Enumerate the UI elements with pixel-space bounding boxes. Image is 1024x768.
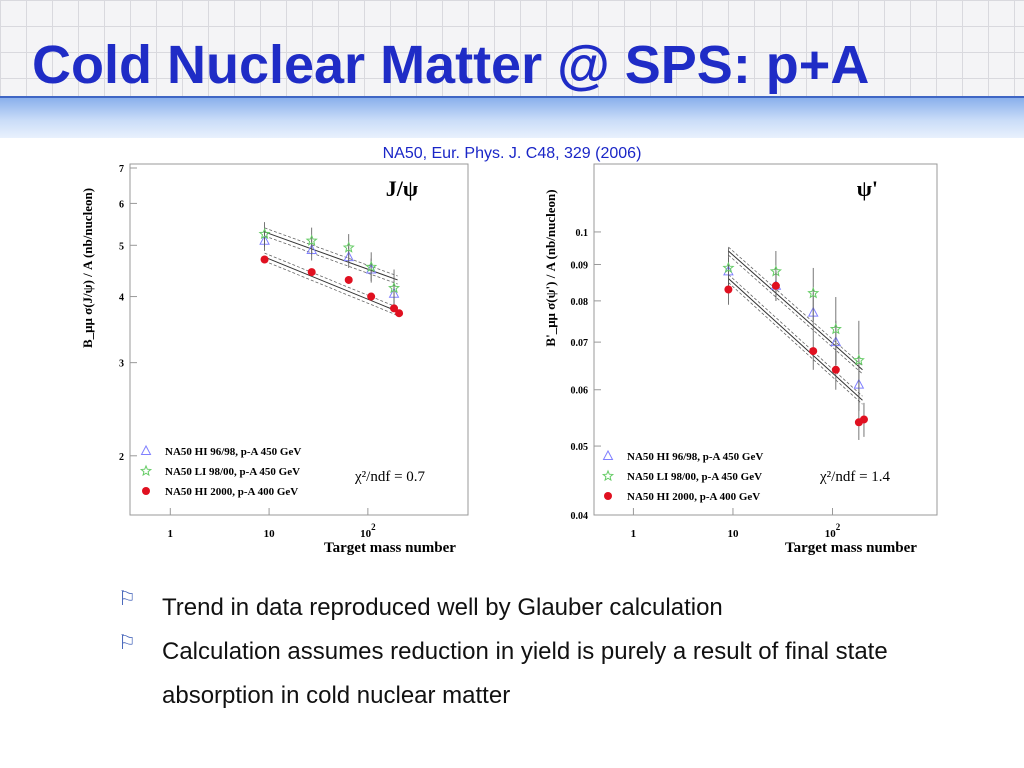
fit-band-upper [728,246,863,367]
title-background [0,0,1024,100]
y-tick-label: 0.06 [571,386,589,397]
bullet-icon: ⚐ [118,586,136,610]
bullet-item: ⚐ Calculation assumes reduction in yield … [118,630,922,718]
legend-label: NA50 HI 2000, p-A 400 GeV [627,491,760,503]
data-point [260,255,269,264]
data-point [807,286,820,299]
plot-frame [129,163,469,516]
y-axis-label: B_μμ σ(J/ψ) / A (nb/nucleon) [80,188,95,348]
fit-band-lower [264,235,398,285]
fit-line [264,231,398,281]
legend-label: NA50 HI 96/98, p-A 450 GeV [627,451,763,463]
y-tick-label: 3 [119,359,124,370]
fit-band-lower [264,260,398,316]
data-point [854,418,863,427]
legend-marker [604,492,612,500]
x-tick-label: 10 [264,528,276,540]
legend-label: NA50 HI 2000, p-A 400 GeV [165,486,298,498]
y-tick-label: 6 [119,199,124,210]
bullet-text: Trend in data reproduced well by Glauber… [162,594,723,621]
slide-title: Cold Nuclear Matter @ SPS: p+A [32,35,870,95]
y-tick-label: 0.05 [571,442,589,453]
legend-marker [602,449,614,460]
y-tick-label: 0.07 [571,338,589,349]
data-point [307,268,316,277]
data-point [367,292,376,301]
fit-annotation: χ²/ndf = 0.7 [354,469,426,485]
data-point [343,251,355,262]
y-tick-label: 7 [119,164,124,175]
legend-marker [601,469,615,482]
data-point [722,261,735,274]
data-point [388,287,400,298]
data-point [809,347,818,356]
x-axis-label: Target mass number [324,540,456,556]
data-point [771,281,780,290]
chart-title: ψ' [857,176,878,201]
data-point [853,378,865,389]
data-point [365,263,377,274]
x-tick-label: 1 [631,528,637,540]
chart-title: J/ψ [386,176,418,201]
fit-band-upper [264,252,398,308]
data-point [365,260,378,273]
y-tick-label: 0.08 [571,297,589,308]
y-tick-label: 4 [119,293,124,304]
data-point [852,353,865,366]
bullet-icon: ⚐ [118,630,136,654]
data-point [831,365,840,374]
y-tick-label: 2 [119,452,124,463]
data-point [859,415,868,424]
fit-band-upper [264,227,398,277]
bullet-text: Calculation assumes reduction in yield i… [162,638,888,709]
data-point [770,279,782,290]
y-tick-label: 0.1 [576,228,589,239]
fit-band-upper [728,274,863,397]
data-point [390,304,399,313]
y-tick-label: 0.04 [571,511,589,522]
data-point [258,227,271,240]
data-point [342,241,355,253]
data-point [807,306,819,317]
x-tick-label: 10 [727,528,739,540]
data-point [388,281,401,294]
x-tick-label: 102 [825,522,841,540]
data-point [259,234,270,245]
legend-label: NA50 LI 98/00, p-A 450 GeV [165,466,300,478]
legend-marker [142,487,150,495]
data-point [306,243,318,254]
x-tick-label: 1 [168,528,174,540]
legend-label: NA50 LI 98/00, p-A 450 GeV [627,471,762,483]
data-point [305,234,318,246]
y-axis-label: B'_μμ σ(ψ') / A (nb/nucleon) [543,189,558,346]
y-tick-label: 5 [119,241,124,252]
fit-annotation: χ²/ndf = 1.4 [819,469,891,485]
citation: NA50, Eur. Phys. J. C48, 329 (2006) [382,145,642,162]
data-point [395,309,404,318]
title-underline-bar [0,96,1024,138]
data-point [769,265,782,277]
fit-band-lower [728,282,863,405]
y-tick-label: 0.09 [571,260,589,271]
legend-marker [139,464,153,477]
data-point [829,322,842,335]
data-point [724,285,733,294]
plot-frame [593,163,938,516]
fit-line [728,278,863,401]
legend-marker [140,444,152,455]
fit-line [728,250,863,371]
x-axis-label: Target mass number [785,540,917,556]
legend-label: NA50 HI 96/98, p-A 450 GeV [165,446,301,458]
data-point [830,336,842,347]
data-point [344,275,353,284]
data-point [723,265,734,276]
bullet-list: ⚐ Trend in data reproduced well by Glaube… [118,586,922,718]
bullet-item: ⚐ Trend in data reproduced well by Glaube… [118,586,922,630]
fit-line [264,256,398,312]
x-tick-label: 102 [360,522,376,540]
fit-band-lower [728,254,863,375]
